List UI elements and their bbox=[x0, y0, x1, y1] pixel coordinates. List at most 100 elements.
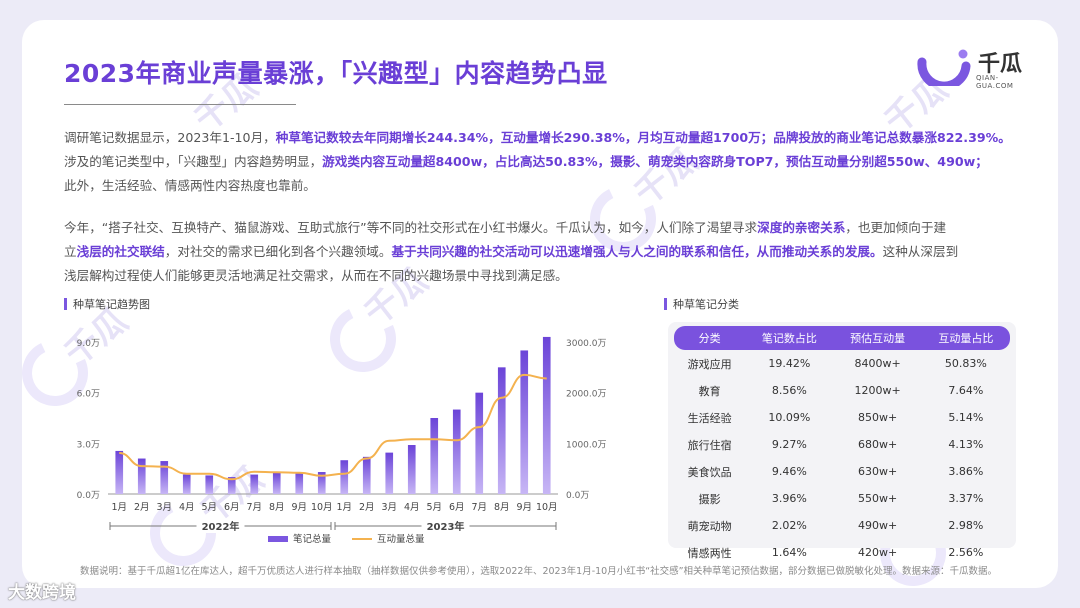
table-section-title: 种草笔记分类 bbox=[664, 296, 739, 312]
right-axis-tick-label: 3000.0万 bbox=[566, 339, 607, 349]
category-cell: 情感两性 bbox=[687, 546, 732, 560]
value-cell: 3.96% bbox=[771, 492, 807, 505]
value-cell: 9.27% bbox=[771, 438, 807, 451]
x-tick-label: 10月 bbox=[536, 502, 558, 513]
value-cell: 2.56% bbox=[948, 546, 984, 559]
table-row: 游戏应用 19.42% 8400w+ 50.83% bbox=[674, 350, 1010, 377]
value-cell: 550w+ bbox=[857, 492, 898, 505]
left-axis-tick-label: 3.0万 bbox=[77, 440, 100, 450]
category-cell: 旅行住宿 bbox=[687, 438, 732, 452]
legend-label-line: 互动量总量 bbox=[377, 533, 425, 545]
x-tick-label: 9月 bbox=[291, 502, 307, 513]
bar-note-count bbox=[430, 418, 439, 494]
x-tick-label: 5月 bbox=[201, 502, 217, 513]
logo-text: 千瓜 bbox=[978, 52, 1023, 77]
data-note: 数据说明：基于千瓜超1亿在库达人，超千万优质达人进行样本抽取（抽样数据仅供参考使… bbox=[80, 566, 998, 577]
x-tick-label: 6月 bbox=[224, 502, 240, 513]
source-brand: 大数跨境 bbox=[8, 583, 76, 603]
table-row: 萌宠动物 2.02% 490w+ 2.98% bbox=[674, 512, 1010, 539]
table-row: 旅行住宿 9.27% 680w+ 4.13% bbox=[674, 431, 1010, 458]
x-tick-label: 6月 bbox=[449, 502, 465, 513]
x-tick-label: 7月 bbox=[246, 502, 262, 513]
category-cell: 教育 bbox=[698, 384, 721, 398]
value-cell: 1.64% bbox=[771, 546, 807, 559]
right-axis-tick-label: 0.0万 bbox=[566, 491, 589, 501]
x-tick-label: 4月 bbox=[404, 502, 420, 513]
bar-note-count bbox=[362, 456, 371, 494]
value-cell: 9.46% bbox=[771, 465, 807, 478]
left-axis-tick-label: 0.0万 bbox=[77, 491, 100, 501]
value-cell: 19.42% bbox=[768, 357, 811, 370]
bar-note-count bbox=[542, 336, 551, 494]
x-tick-label: 8月 bbox=[269, 502, 285, 513]
logo-subtext: QIAN-GUA.COM bbox=[976, 74, 1014, 90]
legend-label-bar: 笔记总量 bbox=[293, 533, 332, 545]
right-axis-tick-label: 2000.0万 bbox=[566, 390, 607, 400]
body-text: 此外，生活经验、情感两性内容热度也靠前。 bbox=[64, 178, 316, 193]
category-table: 分类 笔记数占比 预估互动量 互动量占比 游戏应用 19.42% 8400w+ 50.83%… bbox=[668, 322, 1016, 560]
x-tick-label: 5月 bbox=[426, 502, 442, 513]
body-text: ，对社交的需求已细化到各个兴趣领域。 bbox=[164, 244, 392, 259]
group-label-bg bbox=[421, 519, 470, 533]
value-cell: 850w+ bbox=[857, 411, 898, 424]
x-tick-label: 2月 bbox=[359, 502, 375, 513]
bar-note-count bbox=[317, 472, 326, 494]
value-cell: 1200w+ bbox=[854, 384, 901, 397]
table-header-cell: 预估互动量 bbox=[833, 326, 922, 350]
left-axis-tick-label: 9.0万 bbox=[77, 339, 100, 349]
x-tick-label: 1月 bbox=[111, 502, 127, 513]
page-title: 2023年商业声量暴涨，「兴趣型」内容趋势凸显 bbox=[64, 59, 608, 88]
category-cell: 美食饮品 bbox=[687, 465, 732, 479]
value-cell: 490w+ bbox=[857, 519, 898, 532]
x-tick-label: 3月 bbox=[156, 502, 172, 513]
table-row: 生活经验 10.09% 850w+ 5.14% bbox=[674, 404, 1010, 431]
body-text: 涉及的笔记类型中，「兴趣型」内容趋势明显， bbox=[64, 154, 323, 169]
bar-note-count bbox=[520, 350, 529, 494]
value-cell: 3.86% bbox=[948, 465, 984, 478]
bar-note-count bbox=[497, 367, 506, 494]
category-cell: 萌宠动物 bbox=[687, 519, 732, 533]
highlight-text: 浅层的社交联结 bbox=[76, 244, 165, 259]
value-cell: 50.83% bbox=[944, 357, 987, 370]
table-row: 教育 8.56% 1200w+ 7.64% bbox=[674, 377, 1010, 404]
value-cell: 680w+ bbox=[857, 438, 898, 451]
highlight-text: 游戏类内容互动量超8400w，占比高达50.83%，摄影、萌宠类内容跻身TOP7… bbox=[322, 154, 988, 169]
left-axis-tick-label: 6.0万 bbox=[77, 390, 100, 400]
body-text: 调研笔记数据显示，2023年1-10月， bbox=[64, 130, 276, 145]
line-interaction-total bbox=[119, 373, 547, 481]
value-cell: 10.09% bbox=[768, 411, 811, 424]
table-row: 摄影 3.96% 550w+ 3.37% bbox=[674, 485, 1010, 512]
x-tick-label: 8月 bbox=[494, 502, 510, 513]
value-cell: 4.13% bbox=[948, 438, 984, 451]
title-underline bbox=[64, 104, 296, 105]
bar-note-count bbox=[160, 461, 169, 494]
insight-paragraph: 今年，“搭子社交、互换特产、猫鼠游戏、互助式旅行”等不同的社交形式在小红书爆火。… bbox=[64, 216, 1032, 288]
body-text: 这种从深层到 bbox=[882, 244, 959, 259]
trend-chart: 0.0万 3.0万 6.0万 9.0万 0.0万 1000.0万 2000.0万 3000.0… bbox=[77, 336, 607, 545]
bar-note-count bbox=[137, 458, 146, 494]
table-row: 美食饮品 9.46% 630w+ 3.86% bbox=[674, 458, 1010, 485]
body-text: 立 bbox=[64, 244, 77, 259]
bar-note-count bbox=[385, 452, 394, 494]
right-axis-tick-label: 1000.0万 bbox=[566, 440, 607, 450]
body-text: ，也更加倾向于建 bbox=[845, 220, 947, 235]
x-tick-label: 1月 bbox=[336, 502, 352, 513]
bar-note-count bbox=[340, 460, 349, 494]
value-cell: 8.56% bbox=[771, 384, 807, 397]
value-cell: 420w+ bbox=[857, 546, 898, 559]
bar-note-count bbox=[407, 445, 416, 494]
legend-swatch-bar bbox=[268, 536, 288, 542]
chart-section-title: 种草笔记趋势图 bbox=[64, 296, 150, 312]
category-cell: 游戏应用 bbox=[687, 357, 732, 371]
group-label: 2022年 bbox=[202, 520, 240, 533]
brand-logo: 千瓜 QIAN-GUA.COM bbox=[916, 46, 1036, 92]
highlight-text: 深度的亲密关系 bbox=[757, 220, 846, 235]
category-cell: 生活经验 bbox=[687, 411, 732, 425]
value-cell: 2.98% bbox=[948, 519, 984, 532]
table-row: 情感两性 1.64% 420w+ 2.56% bbox=[674, 539, 1010, 566]
table-header-cell: 分类 bbox=[674, 326, 746, 350]
table-header-cell: 互动量占比 bbox=[921, 326, 1010, 350]
x-tick-label: 7月 bbox=[471, 502, 487, 513]
value-cell: 7.64% bbox=[948, 384, 984, 397]
bar-note-count bbox=[250, 474, 259, 494]
